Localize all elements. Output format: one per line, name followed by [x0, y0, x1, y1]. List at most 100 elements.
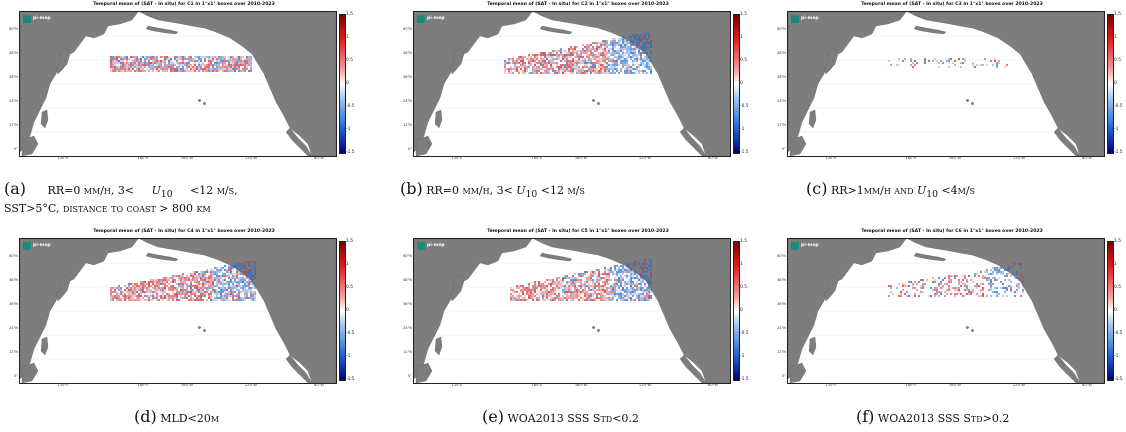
land-mass	[907, 12, 1104, 156]
pimep-logo-icon	[791, 242, 799, 250]
land-mass	[55, 47, 71, 75]
map-panel-c6: Temporal mean of (SAT - In situ) for C6 …	[772, 229, 1126, 387]
lat-tick-label: 0°	[781, 374, 786, 378]
land-mass	[823, 274, 839, 302]
pacific-map: pi-mep	[787, 238, 1105, 384]
lat-tick-label: 0°	[781, 147, 786, 151]
land-mass	[449, 47, 465, 75]
lat-tick-label: 24°N	[776, 326, 786, 330]
colorbar	[339, 241, 346, 381]
colorbar-tick-label: -1	[346, 354, 351, 359]
land-mass	[434, 109, 443, 129]
land-mass	[533, 12, 730, 156]
land-mass	[965, 325, 975, 333]
lon-tick-label: 120°E	[451, 156, 463, 160]
pacific-map: pi-mep	[787, 11, 1105, 157]
land-mass	[788, 239, 907, 380]
pimep-logo: pi-mep	[417, 15, 445, 23]
pimep-logo: pi-mep	[791, 242, 819, 250]
colorbar-tick-label: 0	[1114, 81, 1117, 86]
colorbar-tick-label: 0.5	[346, 58, 353, 63]
lat-tick-label: 12°N	[776, 350, 786, 354]
colorbar-tick-label: 1	[740, 262, 743, 267]
bias-cells	[110, 56, 252, 72]
lon-tick-label: 160°E	[905, 156, 917, 160]
map-title: Temporal mean of (SAT - In situ) for C6 …	[861, 229, 1043, 234]
land-mass	[591, 98, 601, 106]
colorbar-tick-label: -1.5	[740, 150, 749, 155]
caption-f: (f) WOA2013 SSS Std>0.2	[856, 407, 1010, 426]
colorbar-tick-label: 0.5	[1114, 58, 1121, 63]
land-mass	[591, 325, 601, 333]
lat-tick-label: 36°N	[402, 302, 412, 306]
lon-tick-label: 80°W	[708, 156, 718, 160]
map-title: Temporal mean of (SAT - In situ) for C2 …	[487, 2, 669, 7]
land-mass	[1053, 354, 1081, 383]
colorbar-tick-label: 0	[740, 308, 743, 313]
pimep-logo-icon	[417, 15, 425, 23]
pimep-logo-icon	[791, 15, 799, 23]
colorbar-tick-label: -1	[1114, 127, 1119, 132]
lat-tick-label: 36°N	[776, 302, 786, 306]
colorbar-tick-label: -1.5	[1114, 377, 1123, 382]
pacific-map: pi-mep	[413, 238, 731, 384]
lat-tick-label: 36°N	[8, 75, 18, 79]
colorbar-tick-label: 1.5	[346, 239, 353, 244]
land-mass	[285, 354, 313, 383]
map-panel-c3: Temporal mean of (SAT - In situ) for C3 …	[772, 2, 1126, 160]
map-title: Temporal mean of (SAT - In situ) for C3 …	[861, 2, 1043, 7]
lat-tick-label: 12°N	[402, 123, 412, 127]
lat-tick-label: 0°	[407, 147, 412, 151]
lat-tick-label: 0°	[13, 374, 18, 378]
lat-tick-label: 60°N	[402, 27, 412, 31]
colorbar	[733, 14, 740, 154]
lon-tick-label: 160°W	[180, 156, 194, 160]
pimep-logo-icon	[23, 242, 31, 250]
lat-tick-label: 12°N	[8, 123, 18, 127]
pimep-logo: pi-mep	[417, 242, 445, 250]
caption-e: (e) WOA2013 SSS Std<0.2	[482, 407, 639, 426]
colorbar-tick-label: -0.5	[346, 104, 355, 109]
land-mass	[434, 336, 443, 356]
colorbar-tick-label: 1.5	[740, 239, 747, 244]
land-mass	[913, 252, 947, 262]
land-mass	[20, 12, 139, 153]
colorbar-tick-label: -1	[740, 354, 745, 359]
caption-a: (a) RR=0 mm/h, 3< U10 <12 m/s, SST>5°C, …	[4, 179, 238, 216]
lon-tick-label: 80°W	[1082, 156, 1092, 160]
lon-tick-label: 120°E	[825, 383, 837, 387]
lon-tick-label: 80°W	[314, 383, 324, 387]
lon-tick-label: 120°E	[57, 383, 69, 387]
lon-tick-label: 160°E	[137, 383, 149, 387]
lat-tick-label: 48°N	[8, 278, 18, 282]
lat-tick-label: 12°N	[8, 350, 18, 354]
pimep-logo-text: pi-mep	[801, 15, 819, 21]
pimep-logo-text: pi-mep	[801, 242, 819, 248]
pacific-map: pi-mep	[19, 238, 337, 384]
colorbar-tick-label: -1.5	[346, 150, 355, 155]
land-mass	[414, 239, 533, 380]
pimep-logo: pi-mep	[23, 15, 51, 23]
land-mass	[907, 239, 1104, 383]
colorbar-tick-label: -1.5	[346, 377, 355, 382]
lat-tick-label: 24°N	[402, 326, 412, 330]
bias-cells	[888, 263, 1024, 297]
lon-tick-label: 160°W	[948, 156, 962, 160]
land-mass	[139, 239, 336, 383]
lat-tick-label: 24°N	[8, 99, 18, 103]
colorbar-tick-label: 0	[346, 308, 349, 313]
lon-tick-label: 160°E	[531, 383, 543, 387]
pimep-logo-text: pi-mep	[33, 242, 51, 248]
land-mass	[414, 12, 533, 153]
colorbar-tick-label: 1.5	[1114, 12, 1121, 17]
land-mass	[20, 239, 139, 380]
lat-tick-label: 60°N	[8, 27, 18, 31]
colorbar-tick-label: -1.5	[740, 377, 749, 382]
map-title: Temporal mean of (SAT - In situ) for C5 …	[487, 229, 669, 234]
land-mass	[40, 109, 49, 129]
colorbar-tick-label: -0.5	[740, 104, 749, 109]
caption-d: (d) MLD<20m	[134, 407, 220, 426]
lat-tick-label: 48°N	[402, 51, 412, 55]
colorbar-tick-label: 0.5	[740, 285, 747, 290]
caption-c: (c) RR>1mm/h and U10 <4m/s	[806, 179, 976, 201]
